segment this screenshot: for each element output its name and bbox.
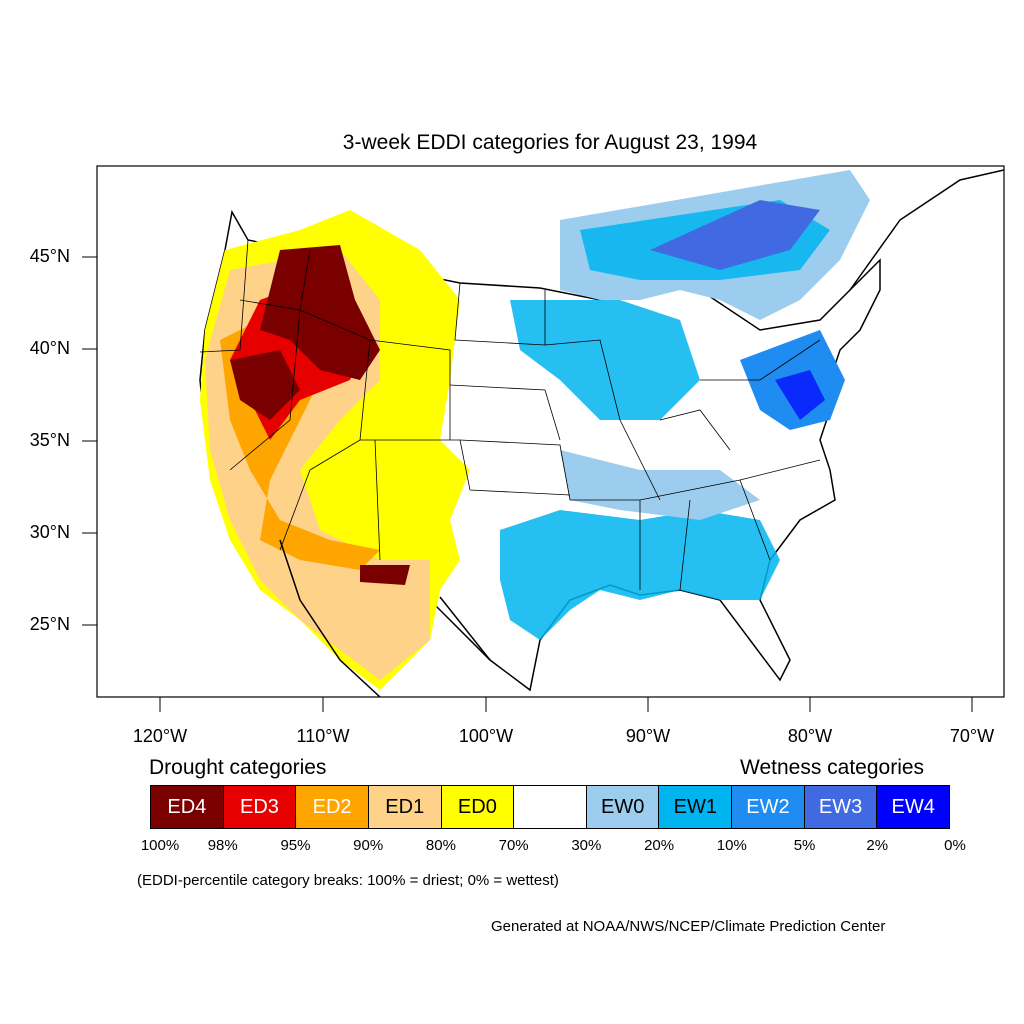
y-label-45: 45°N	[29, 246, 70, 266]
y-ticks	[82, 256, 97, 626]
y-label-35: 35°N	[29, 430, 70, 450]
wet-region-south-ew0	[560, 450, 760, 520]
drought-categories-heading: Drought categories	[149, 756, 327, 779]
coastline-mexico	[279, 539, 491, 697]
percent-break-label: 10%	[716, 837, 747, 854]
legend-segment-ew2: EW2	[732, 786, 805, 828]
percent-break-label: 2%	[866, 837, 889, 854]
percent-break-label: 100%	[140, 837, 180, 854]
y-label-30: 30°N	[29, 522, 70, 542]
x-ticks	[159, 697, 973, 712]
y-label-40: 40°N	[29, 338, 70, 358]
x-label-110w: 110°W	[296, 726, 350, 746]
legend-segment-ed4: ED4	[151, 786, 224, 828]
wet-region-ew3	[650, 200, 820, 270]
legend-segment-ed3: ED3	[223, 786, 297, 828]
percent-break-label: 98%	[207, 837, 238, 854]
percent-break-label: 20%	[644, 837, 675, 854]
percent-break-label: 80%	[425, 837, 456, 854]
x-label-70w: 70°W	[949, 726, 995, 746]
x-label-120w: 120°W	[132, 726, 188, 746]
legend-segment-ed2: ED2	[296, 786, 369, 828]
percent-break-label: 70%	[498, 837, 529, 854]
legend-segment-ew3: EW3	[804, 786, 878, 828]
credit-line: Generated at NOAA/NWS/NCEP/Climate Predi…	[491, 918, 886, 935]
legend-segment-neutral	[514, 786, 587, 828]
map-frame	[96, 165, 1005, 698]
percent-break-label: 30%	[571, 837, 602, 854]
percent-break-label: 0%	[944, 837, 966, 854]
category-colorbar: ED4 ED3 ED2 ED1 ED0 EW0 EW1 EW2 EW3 EW4	[150, 785, 950, 829]
dry-region-ed4-south	[360, 565, 410, 585]
dry-region-ed4-west	[230, 350, 300, 420]
wet-region-northeast-ew4	[775, 370, 825, 420]
coastline-east	[849, 169, 1004, 291]
state-borders	[199, 239, 821, 591]
percent-break-label: 95%	[280, 837, 311, 854]
percent-break-label: 90%	[353, 837, 384, 854]
y-label-25: 25°N	[29, 614, 70, 634]
x-label-90w: 90°W	[625, 726, 671, 746]
category-breaks-note: (EDDI-percentile category breaks: 100% =…	[137, 872, 559, 889]
map-title: 3-week EDDI categories for August 23, 19…	[342, 131, 758, 154]
legend-segment-ed0: ED0	[441, 786, 515, 828]
legend-segment-ed1: ED1	[368, 786, 442, 828]
legend-segment-ew0: EW0	[586, 786, 660, 828]
wetness-categories-heading: Wetness categories	[740, 756, 925, 779]
percent-break-label: 5%	[793, 837, 816, 854]
dry-region-ed4-north	[260, 245, 380, 380]
x-label-100w: 100°W	[458, 726, 514, 746]
x-label-80w: 80°W	[787, 726, 833, 746]
legend-segment-ew1: EW1	[659, 786, 733, 828]
legend-segment-ew4: EW4	[877, 786, 950, 828]
map-area	[199, 169, 1004, 697]
